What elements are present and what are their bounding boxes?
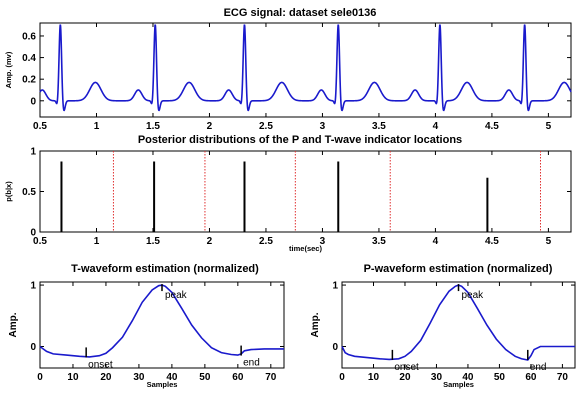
x-tick-label: 40 (462, 372, 474, 383)
x-tick-label: 3 (320, 236, 326, 247)
x-tick-label: 40 (166, 372, 178, 383)
x-tick-label: 1 (94, 236, 100, 247)
waveform-line (341, 284, 575, 361)
x-tick-label: 1 (94, 121, 100, 132)
x-tick-label: 0.5 (33, 236, 47, 247)
x-tick-label: 1.5 (146, 236, 160, 247)
posterior-title: Posterior distributions of the P and T-w… (138, 134, 462, 146)
x-tick-label: 0 (37, 372, 43, 383)
posterior-panel: 0.5 1 1.5 2 2.5 3 3.5 4 4.5 500.51p(b|x)time(sec) (4, 147, 572, 253)
ecg-panel: 0.5 1 1.5 2 2.5 3 3.5 4 4.5 5 0 0.2 0.4 0.6 Amp. (mv) (4, 22, 572, 132)
x-axis-label: time(sec) (289, 244, 322, 253)
x-tick-label: 20 (399, 372, 411, 383)
t-wave-panel: 0 10 20 30 40 50 60 70 0 1 Amp. Samples peak onset end (8, 281, 285, 389)
x-tick-label: 70 (557, 372, 569, 383)
y-axis-label: Amp. (mv) (4, 51, 13, 88)
y-tick-label: 0 (30, 228, 36, 239)
x-tick-label: 30 (133, 372, 145, 383)
plot-frame (341, 281, 576, 369)
y-tick-label: 0.2 (22, 75, 36, 86)
x-axis-label: Samples (443, 380, 474, 389)
y-axis-label: Amp. (8, 312, 19, 337)
x-tick-label: 2.5 (259, 121, 273, 132)
y-tick-label: 0.5 (22, 187, 36, 198)
y-axis-label: Amp. (310, 312, 321, 337)
x-tick-label: 70 (265, 372, 277, 383)
ecg-title: ECG signal: dataset sele0136 (224, 7, 377, 19)
x-tick-label: 2 (207, 121, 213, 132)
x-tick-label: 30 (431, 372, 443, 383)
x-tick-label: 0 (339, 372, 345, 383)
t-wave-title: T-waveform estimation (normalized) (71, 263, 259, 275)
x-tick-label: 60 (525, 372, 537, 383)
x-tick-label: 5 (546, 236, 552, 247)
y-tick-label: 1 (30, 281, 36, 292)
x-tick-label: 5 (546, 121, 552, 132)
peak-label: peak (462, 290, 485, 301)
onset-label: onset (394, 362, 419, 373)
peak-label: peak (165, 290, 188, 301)
x-tick-label: 3.5 (372, 121, 386, 132)
x-tick-label: 4.5 (485, 121, 499, 132)
plot-frame (39, 281, 285, 369)
y-tick-label: 1 (30, 147, 36, 158)
plot-frame (39, 150, 572, 233)
x-tick-label: 50 (199, 372, 211, 383)
y-tick-label: 0.4 (22, 53, 36, 64)
x-tick-label: 3 (320, 121, 326, 132)
x-axis-label: Samples (147, 380, 178, 389)
x-tick-label: 20 (100, 372, 112, 383)
x-tick-label: 4 (433, 236, 439, 247)
x-tick-label: 2 (207, 236, 213, 247)
x-tick-label: 4.5 (485, 236, 499, 247)
y-axis-label: p(b|x) (4, 181, 13, 202)
plot-frame (39, 22, 572, 118)
x-tick-label: 1.5 (146, 121, 160, 132)
waveform-line (39, 284, 284, 358)
y-tick-label: 0 (30, 342, 36, 353)
y-tick-label: 1 (332, 281, 338, 292)
x-tick-label: 3.5 (372, 236, 386, 247)
x-tick-label: 50 (494, 372, 506, 383)
x-tick-label: 60 (232, 372, 244, 383)
x-tick-label: 4 (433, 121, 439, 132)
x-tick-label: 2.5 (259, 236, 273, 247)
x-tick-label: 10 (368, 372, 380, 383)
x-tick-label: 10 (67, 372, 79, 383)
end-label: end (243, 358, 260, 369)
onset-label: onset (88, 359, 113, 370)
ecg-trace (39, 24, 572, 112)
p-wave-panel: 0 10 20 30 40 50 60 70 0 1 Amp. Samples peak onset end (310, 281, 576, 389)
y-tick-label: 0.6 (22, 31, 36, 42)
y-tick-label: 0 (30, 96, 36, 107)
end-label: end (530, 362, 547, 373)
y-tick-label: 0 (332, 342, 338, 353)
x-tick-label: 0.5 (33, 121, 47, 132)
p-wave-title: P-waveform estimation (normalized) (364, 263, 553, 275)
